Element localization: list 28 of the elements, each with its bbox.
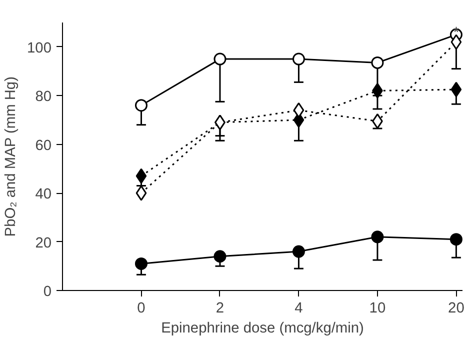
point: [134, 99, 148, 112]
y-tick-label: 60: [35, 138, 52, 154]
point: [292, 52, 305, 66]
point: [293, 102, 304, 118]
annotation: *: [453, 24, 460, 41]
y-tick-label: 80: [35, 89, 52, 106]
point: [450, 34, 462, 50]
point: [450, 82, 462, 98]
x-axis-title: Epinephrine dose (mcg/kg/min): [161, 320, 364, 336]
x-tick-label: 0: [137, 300, 146, 316]
point: [134, 257, 148, 270]
x-tick-label: 10: [369, 300, 386, 316]
y-tick-label: 20: [35, 235, 52, 252]
x-tick-label: 20: [448, 300, 464, 316]
point: [214, 52, 226, 66]
y-tick-label: 0: [43, 284, 52, 300]
point: [450, 233, 462, 246]
x-tick-label: 2: [216, 300, 224, 316]
point: [292, 245, 305, 258]
x-tick-label: 4: [294, 300, 303, 316]
point: [136, 185, 147, 201]
y-tick-label: 100: [27, 40, 52, 56]
point: [371, 230, 384, 244]
point: [136, 168, 147, 184]
y-tick-label: 40: [35, 186, 52, 203]
point: [371, 56, 384, 69]
point: [214, 250, 226, 263]
y-axis-title: PbO₂ and MAP (mm Hg): [3, 76, 20, 237]
